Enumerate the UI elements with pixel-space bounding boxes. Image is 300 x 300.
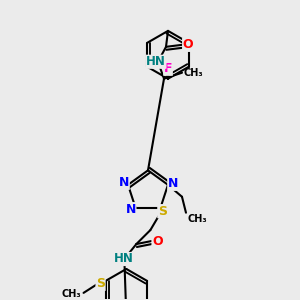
Text: N: N	[168, 177, 178, 190]
Text: S: S	[96, 278, 105, 290]
Text: F: F	[164, 62, 172, 75]
Text: HN: HN	[146, 55, 166, 68]
Text: O: O	[152, 235, 163, 248]
Text: CH₃: CH₃	[184, 68, 204, 78]
Text: CH₃: CH₃	[62, 289, 82, 299]
Text: CH₃: CH₃	[188, 214, 208, 224]
Text: N: N	[125, 203, 136, 216]
Text: HN: HN	[113, 253, 133, 266]
Text: S: S	[158, 205, 167, 218]
Text: O: O	[183, 38, 193, 51]
Text: N: N	[119, 176, 129, 189]
